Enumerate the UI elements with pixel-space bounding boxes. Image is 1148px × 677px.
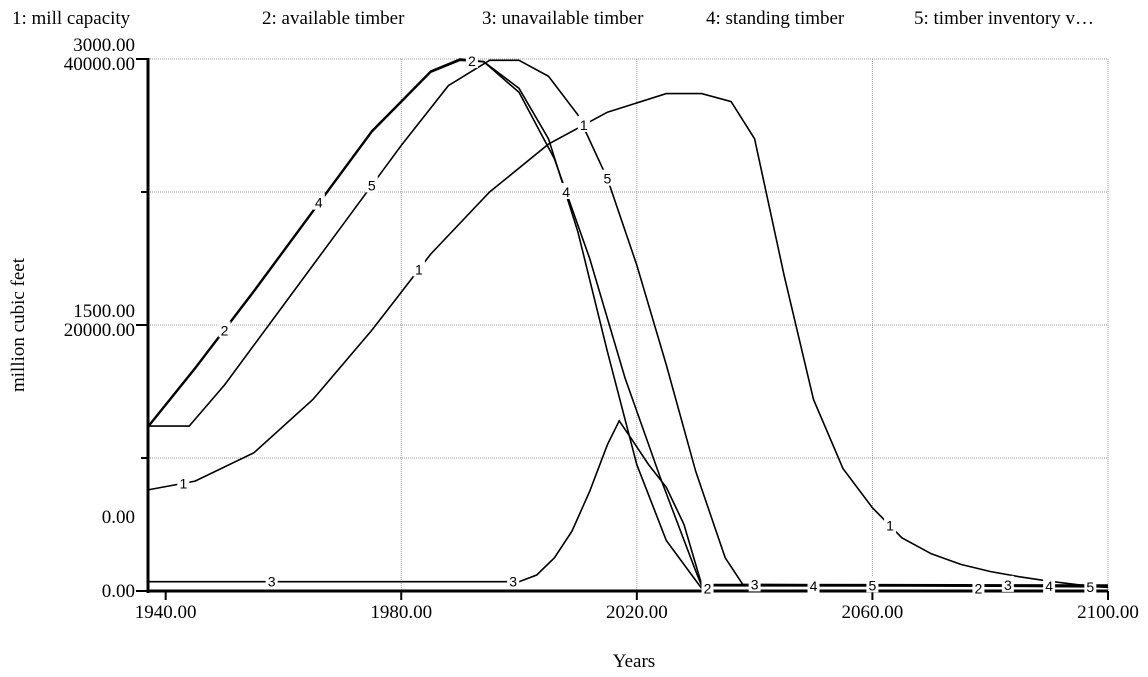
x-tick-label: 2060.00 [842, 602, 904, 623]
y-tick-label-upper: 1500.00 [73, 301, 135, 322]
series-marker-bg [1001, 575, 1014, 592]
series-marker-5: 5 [603, 171, 611, 187]
series-line-2 [147, 59, 703, 589]
legend-item-5: 5: timber inventory v… [914, 8, 1094, 29]
x-axis-label: Years [613, 651, 655, 672]
legend-item-1: 1: mill capacity [12, 8, 131, 29]
series-marker-2: 2 [975, 580, 983, 596]
series-marker-3: 3 [1004, 577, 1012, 593]
y-tick-label-lower: 40000.00 [64, 54, 135, 75]
series-line-1 [147, 92, 1109, 589]
y-tick-label-upper: 0.00 [102, 581, 135, 602]
series-marker-1: 1 [415, 261, 423, 277]
series-marker-bg [1043, 577, 1056, 594]
chart-ticks: 1940.00 1980.00 2020.00 2060.00 2100.00 0.00 1… [64, 35, 1139, 623]
series-line-4 [147, 58, 1109, 588]
series-marker-bg [177, 474, 190, 491]
series-marker-1: 1 [580, 117, 588, 133]
series-marker-bg [884, 516, 897, 533]
series-marker-bg [748, 575, 761, 592]
series-marker-bg [866, 576, 879, 593]
chart-grid [148, 58, 1109, 591]
series-marker-bg [465, 51, 478, 68]
series-marker-4: 4 [562, 184, 570, 200]
series-marker-3: 3 [509, 574, 517, 590]
series-marker-bg [577, 115, 590, 132]
series-marker-2: 2 [704, 580, 712, 596]
legend-item-4: 4: standing timber [706, 8, 845, 29]
series-marker-bg [365, 176, 378, 193]
series-marker-1: 1 [886, 518, 894, 534]
series-line-3 [148, 419, 1109, 586]
series-marker-3: 3 [268, 574, 276, 590]
series-marker-bg [972, 579, 985, 596]
series-line-5 [148, 59, 1109, 588]
series-marker-bg [807, 576, 820, 593]
chart-legend: 1: mill capacity 2: available timber 3: un… [12, 8, 1094, 29]
series-marker-bg [560, 183, 573, 199]
series-marker-3: 3 [751, 576, 759, 592]
x-tick-label: 2020.00 [606, 602, 668, 623]
y-axis-label: million cubic feet [8, 257, 29, 392]
x-tick-label: 2100.00 [1077, 602, 1139, 623]
legend-item-2: 2: available timber [262, 8, 405, 29]
chart-series: 1 1 1 1 2 2 2 2 3 3 3 3 4 4 4 4 5 5 5 5 [147, 51, 1109, 596]
series-marker-bg [312, 193, 325, 210]
y-tick-label-lower: 20000.00 [64, 320, 135, 341]
series-marker-1: 1 [179, 475, 187, 491]
series-marker-4: 4 [810, 578, 818, 594]
series-marker-2: 2 [221, 322, 229, 338]
series-marker-bg [1084, 577, 1097, 594]
series-marker-4: 4 [1045, 578, 1053, 594]
series-marker-bg [265, 572, 278, 589]
series-marker-bg [701, 579, 714, 596]
series-marker-5: 5 [1086, 579, 1094, 595]
series-marker-bg [218, 321, 231, 338]
y-tick-label-upper-zero: 0.00 [102, 507, 135, 528]
series-marker-5: 5 [869, 577, 877, 593]
x-tick-label: 1940.00 [135, 602, 197, 623]
series-marker-bg [507, 572, 520, 589]
x-tick-label: 1980.00 [370, 602, 432, 623]
y-tick-label-upper: 3000.00 [73, 35, 135, 56]
series-marker-bg [412, 260, 425, 277]
series-marker-5: 5 [368, 177, 376, 193]
legend-item-3: 3: unavailable timber [482, 8, 644, 29]
series-marker-2: 2 [468, 53, 476, 69]
chart-axes [146, 58, 1108, 593]
series-marker-4: 4 [315, 195, 323, 211]
series-marker-bg [601, 169, 614, 186]
